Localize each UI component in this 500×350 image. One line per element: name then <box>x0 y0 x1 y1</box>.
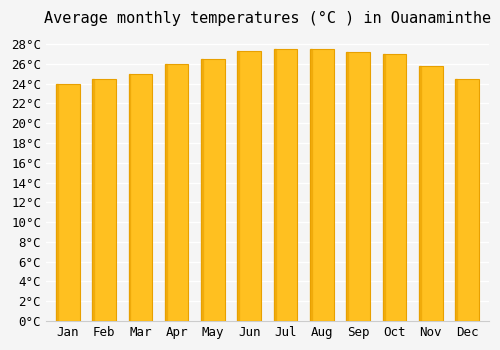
Bar <box>92 79 116 321</box>
Bar <box>165 64 188 321</box>
Bar <box>274 49 297 321</box>
Bar <box>92 79 94 321</box>
Bar <box>128 74 130 321</box>
Title: Average monthly temperatures (°C ) in Ouanaminthe: Average monthly temperatures (°C ) in Ou… <box>44 11 491 26</box>
Bar <box>346 52 370 321</box>
Bar <box>201 59 225 321</box>
Bar <box>128 74 152 321</box>
Bar <box>274 49 276 321</box>
Bar <box>201 59 203 321</box>
Bar <box>238 51 261 321</box>
Bar <box>310 49 334 321</box>
Bar <box>382 54 406 321</box>
Bar <box>346 52 348 321</box>
Bar <box>238 51 240 321</box>
Bar <box>456 79 457 321</box>
Bar <box>456 79 479 321</box>
Bar <box>382 54 384 321</box>
Bar <box>56 84 80 321</box>
Bar <box>165 64 167 321</box>
Bar <box>419 66 442 321</box>
Bar <box>419 66 421 321</box>
Bar <box>56 84 58 321</box>
Bar <box>310 49 312 321</box>
